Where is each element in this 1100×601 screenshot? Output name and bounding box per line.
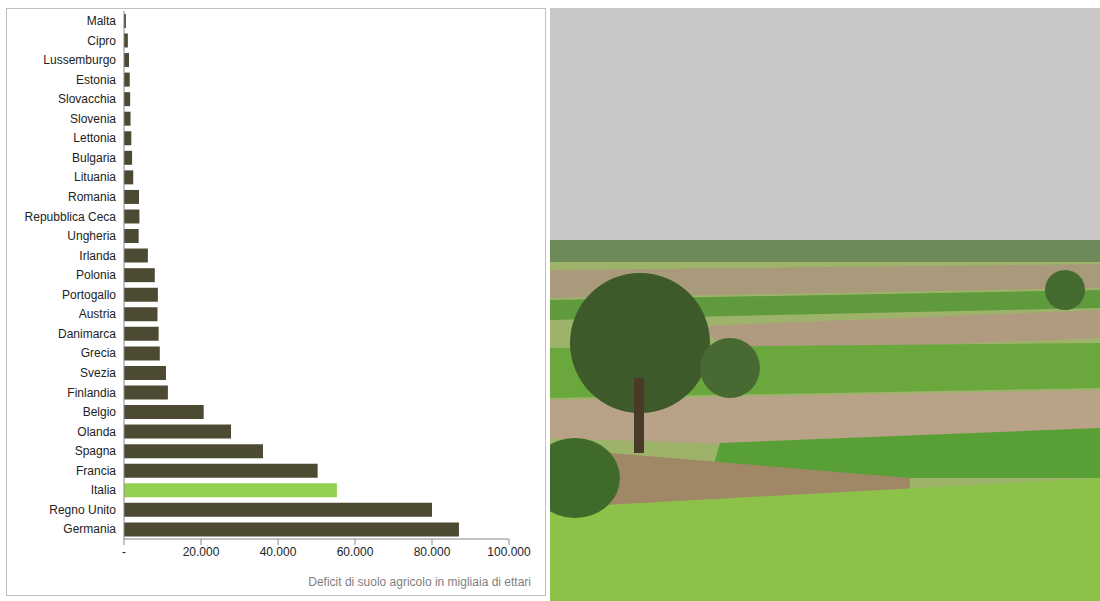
svg-text:Regno Unito: Regno Unito bbox=[49, 503, 116, 517]
svg-text:Repubblica Ceca: Repubblica Ceca bbox=[25, 210, 117, 224]
svg-text:-: - bbox=[122, 545, 126, 559]
svg-text:Finlandia: Finlandia bbox=[67, 386, 116, 400]
svg-text:Polonia: Polonia bbox=[76, 268, 116, 282]
svg-text:Spagna: Spagna bbox=[75, 444, 117, 458]
svg-text:Germania: Germania bbox=[63, 522, 116, 536]
svg-text:Italia: Italia bbox=[91, 483, 117, 497]
svg-text:Danimarca: Danimarca bbox=[58, 327, 116, 341]
svg-text:Malta: Malta bbox=[87, 14, 117, 28]
svg-text:Cipro: Cipro bbox=[87, 34, 116, 48]
svg-text:40.000: 40.000 bbox=[260, 545, 297, 559]
svg-text:Grecia: Grecia bbox=[81, 346, 117, 360]
svg-text:Estonia: Estonia bbox=[76, 73, 116, 87]
svg-text:Francia: Francia bbox=[76, 464, 116, 478]
svg-text:Slovenia: Slovenia bbox=[70, 112, 116, 126]
svg-text:Bulgaria: Bulgaria bbox=[72, 151, 116, 165]
html-text:Deficit di suolo agricolo in m: Deficit di suolo agricolo in migliaia di… bbox=[308, 575, 531, 589]
svg-text:Ungheria: Ungheria bbox=[67, 229, 116, 243]
svg-text:Lettonia: Lettonia bbox=[73, 131, 116, 145]
svg-text:Svezia: Svezia bbox=[80, 366, 116, 380]
svg-text:100.000: 100.000 bbox=[487, 545, 531, 559]
svg-text:Belgio: Belgio bbox=[83, 405, 117, 419]
svg-text:Austria: Austria bbox=[79, 307, 117, 321]
svg-text:20.000: 20.000 bbox=[183, 545, 220, 559]
svg-text:Lituania: Lituania bbox=[74, 170, 116, 184]
svg-text:60.000: 60.000 bbox=[337, 545, 374, 559]
svg-text:Lussemburgo: Lussemburgo bbox=[43, 53, 116, 67]
svg-text:Romania: Romania bbox=[68, 190, 116, 204]
svg-text:Portogallo: Portogallo bbox=[62, 288, 116, 302]
svg-text:80.000: 80.000 bbox=[414, 545, 451, 559]
svg-text:Olanda: Olanda bbox=[77, 425, 116, 439]
svg-text:Irlanda: Irlanda bbox=[79, 249, 116, 263]
svg-text:Slovacchia: Slovacchia bbox=[58, 92, 116, 106]
